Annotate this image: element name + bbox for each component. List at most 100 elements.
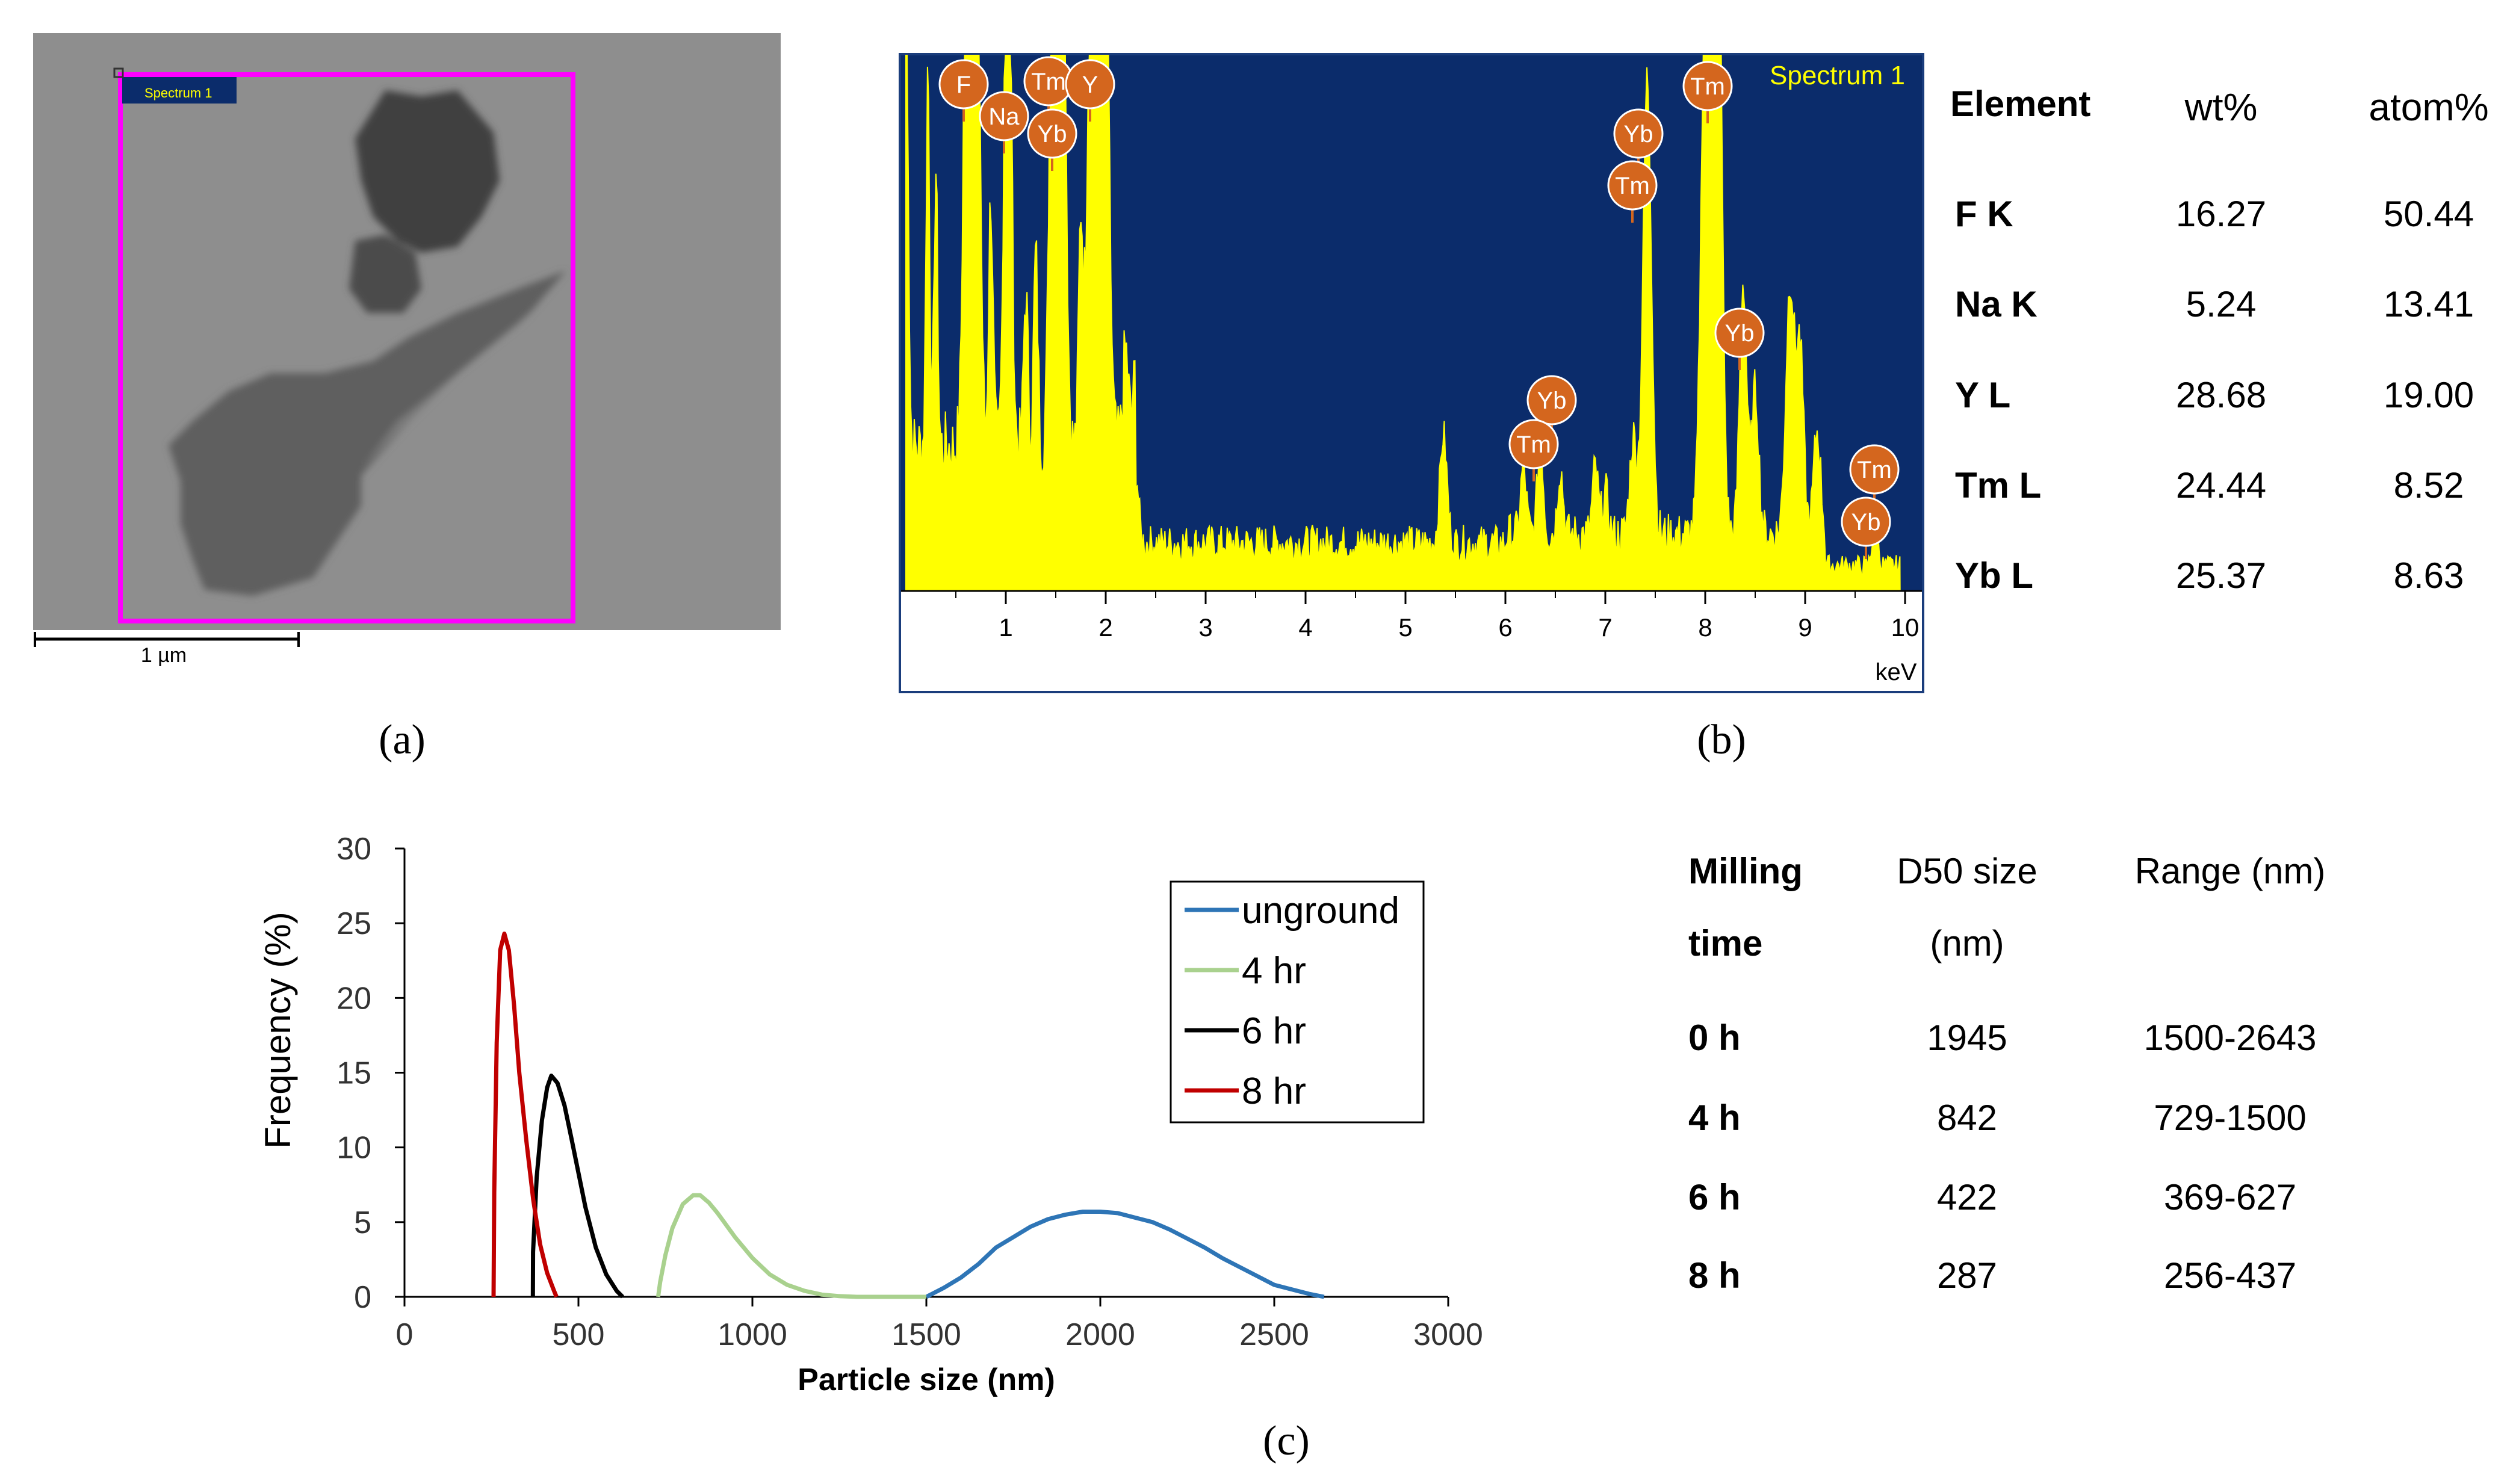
table-b-cell-wt: 16.27 (2176, 194, 2266, 234)
chart-x-tick-label: 3000 (1413, 1317, 1483, 1352)
peak-tag-label: Y (1082, 72, 1098, 98)
peak-tag-marker (1714, 308, 1765, 358)
table-b-cell-element: Yb L (1955, 555, 2033, 596)
table-c-header-d50-2: (nm) (1930, 923, 2004, 963)
chart-x-tick-label: 0 (396, 1317, 414, 1352)
peak-tag-marker (1613, 108, 1664, 159)
spectrum-tick-label: 1 (999, 613, 1012, 642)
spectrum-tag-box (122, 77, 237, 104)
table-b-cell-atom: 19.00 (2384, 375, 2474, 415)
legend-label: 6 hr (1242, 1010, 1306, 1052)
spectrum-tick-label: 2 (1098, 613, 1112, 642)
corner-marker (113, 67, 124, 78)
table-c-header-d50-1: D50 size (1897, 851, 2037, 891)
spectrum-tick-label: 10 (1891, 613, 1920, 642)
table-c-cell-range: 256-437 (2164, 1255, 2296, 1296)
spectrum-tick-label: 9 (1798, 613, 1812, 642)
panel-label-c: (c) (1263, 1418, 1310, 1464)
spectrum-tick-label: 5 (1398, 613, 1412, 642)
peak-tag-marker (979, 91, 1029, 141)
table-c-cell-range: 1500-2643 (2144, 1018, 2317, 1058)
peak-tag-marker (1849, 444, 1900, 495)
table-c-cell-time: 6 h (1688, 1177, 1741, 1217)
spectrum-title: Spectrum 1 (1770, 61, 1905, 90)
spectrum-tag-label: Spectrum 1 (144, 85, 212, 100)
scale-bar-label: 1 µm (141, 644, 187, 667)
panel-label-a: (a) (379, 717, 426, 763)
table-c-cell-d50: 842 (1937, 1098, 1997, 1138)
chart-y-label: Frequency (%) (258, 912, 298, 1148)
table-b-cell-atom: 13.41 (2384, 284, 2474, 324)
peak-tag-marker (1526, 375, 1577, 425)
peak-tag-marker (1065, 59, 1115, 110)
peak-tag-label: Yb (1537, 388, 1567, 414)
peak-tag-marker (1508, 419, 1559, 469)
table-c-cell-range: 369-627 (2164, 1177, 2296, 1217)
table-b-cell-atom: 50.44 (2384, 194, 2474, 234)
table-c-cell-range: 729-1500 (2154, 1098, 2307, 1138)
table-b-cell-element: Tm L (1955, 465, 2041, 505)
peak-tag-label: Yb (1725, 320, 1755, 347)
peak-tag-label: Yb (1624, 121, 1653, 147)
table-c-cell-time: 4 h (1688, 1098, 1741, 1138)
chart-y-tick-label: 15 (336, 1056, 371, 1091)
peak-tag-marker (1682, 61, 1733, 111)
panel-label-b: (b) (1697, 717, 1746, 763)
series-line-unground (925, 1210, 1325, 1299)
peak-tag-label: Na (988, 104, 1020, 130)
table-b-cell-wt: 5.24 (2186, 284, 2257, 324)
chart-y-tick-label: 5 (354, 1205, 371, 1240)
table-b-cell-wt: 25.37 (2176, 555, 2266, 596)
table-b-cell-element: Na K (1955, 284, 2037, 324)
table-c-cell-d50: 1945 (1927, 1018, 2007, 1058)
table-b-cell-atom: 8.63 (2394, 555, 2464, 596)
peak-tag-label: F (956, 72, 971, 98)
legend-label: 4 hr (1242, 950, 1306, 992)
table-c-cell-time: 0 h (1688, 1018, 1741, 1058)
chart-x-tick-label: 2000 (1065, 1317, 1135, 1352)
peak-tag-marker (1607, 160, 1658, 211)
chart-y-tick-label: 10 (336, 1131, 371, 1166)
table-b-header-wt: wt% (2184, 85, 2258, 129)
chart-y-tick-label: 20 (336, 981, 371, 1016)
chart-x-tick-label: 1500 (891, 1317, 961, 1352)
chart-y-tick-label: 30 (336, 832, 371, 867)
peak-tag-label: Tm (1615, 173, 1650, 199)
chart-legend-box (1170, 880, 1425, 1124)
chart-x-tick-label: 2500 (1239, 1317, 1309, 1352)
spectrum-x-unit: keV (1876, 659, 1917, 685)
legend-label: 8 hr (1242, 1071, 1306, 1112)
peak-tag-marker (1027, 108, 1077, 159)
chart-x-label: Particle size (nm) (798, 1362, 1055, 1397)
series-line-6-hr (530, 1074, 624, 1299)
table-c-cell-d50: 287 (1937, 1255, 1997, 1296)
table-b-cell-wt: 28.68 (2176, 375, 2266, 415)
table-c-cell-time: 8 h (1688, 1255, 1741, 1296)
spectrum-tick-label: 3 (1198, 613, 1212, 642)
nanoparticle-flake (169, 90, 566, 596)
table-b-cell-wt: 24.44 (2176, 465, 2266, 505)
spectrum-selection-box[interactable] (118, 72, 575, 623)
peak-tag-label: Tm (1690, 73, 1725, 100)
table-b-cell-element: Y L (1955, 375, 2010, 415)
peak-tag-marker (1841, 496, 1891, 547)
spectrum-tick-label: 7 (1598, 613, 1612, 642)
peak-tag-label: Tm (1031, 69, 1066, 95)
table-b-header-element: Element (1950, 84, 2090, 124)
peak-tag-label: Yb (1038, 121, 1067, 147)
table-c-header-range: Range (nm) (2135, 851, 2326, 891)
peak-tag-label: Tm (1516, 431, 1551, 458)
legend-label: unground (1242, 890, 1399, 932)
table-c-cell-d50: 422 (1937, 1177, 1997, 1217)
peak-tag-label: Tm (1857, 457, 1892, 483)
table-c-header-milling-1: Milling (1688, 851, 1803, 891)
table-b-cell-atom: 8.52 (2394, 465, 2464, 505)
chart-y-tick-label: 25 (336, 906, 371, 941)
series-line-4-hr (655, 1193, 926, 1299)
peak-tag-label: Yb (1851, 509, 1881, 536)
